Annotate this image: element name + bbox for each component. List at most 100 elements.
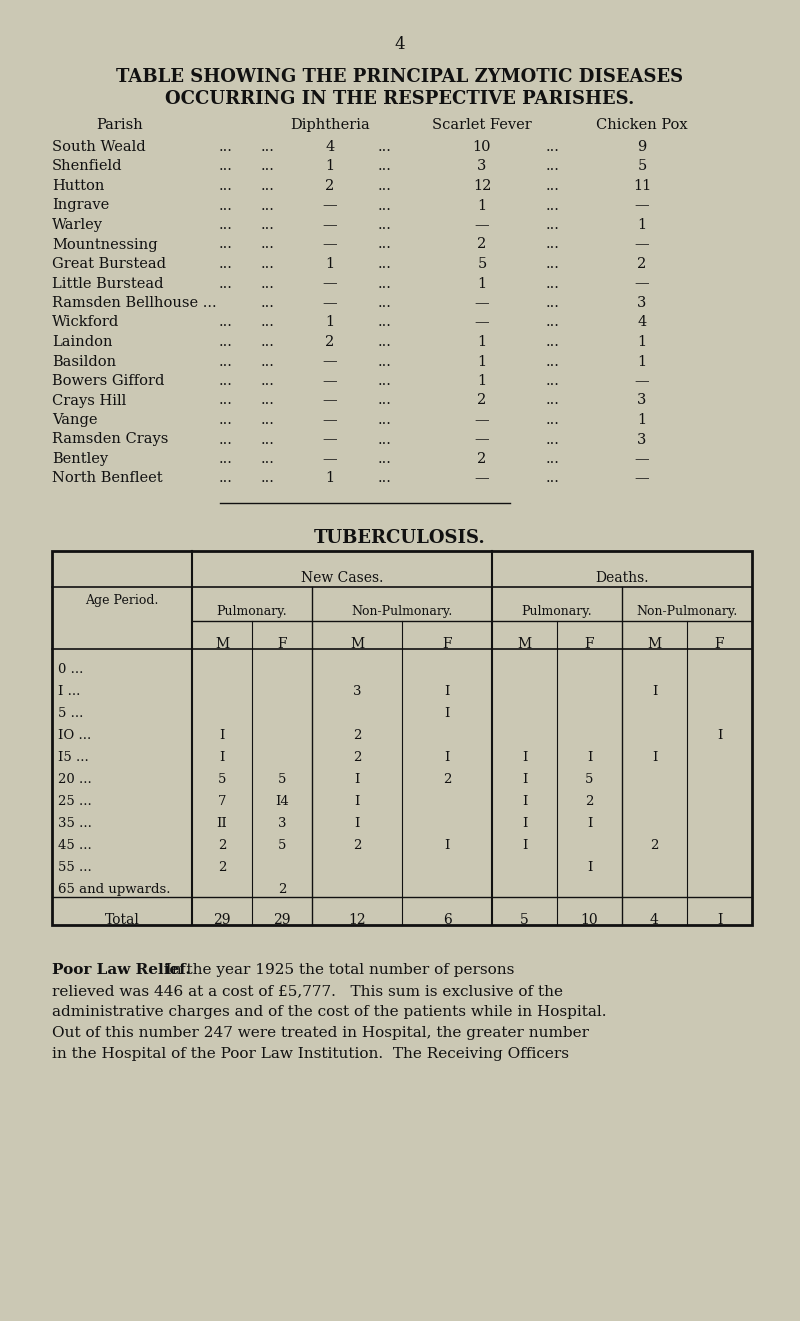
Text: Pulmonary.: Pulmonary.	[522, 605, 592, 618]
Text: I4: I4	[275, 795, 289, 808]
Text: I: I	[354, 816, 360, 830]
Text: 3: 3	[353, 686, 362, 697]
Text: 29: 29	[214, 913, 230, 927]
Text: In the year 1925 the total number of persons: In the year 1925 the total number of per…	[156, 963, 514, 978]
Text: ...: ...	[219, 160, 233, 173]
Text: ...: ...	[378, 432, 392, 446]
Text: 6: 6	[442, 913, 451, 927]
Text: ...: ...	[219, 180, 233, 193]
Text: ...: ...	[546, 336, 560, 349]
Text: ...: ...	[261, 336, 275, 349]
Text: Warley: Warley	[52, 218, 103, 232]
Text: —: —	[322, 432, 338, 446]
Text: 10: 10	[581, 913, 598, 927]
Text: ...: ...	[219, 452, 233, 466]
Text: ...: ...	[219, 432, 233, 446]
Text: —: —	[474, 218, 490, 232]
Text: —: —	[634, 276, 650, 291]
Text: 5: 5	[278, 839, 286, 852]
Text: ...: ...	[261, 276, 275, 291]
Text: ...: ...	[219, 140, 233, 155]
Text: ...: ...	[546, 452, 560, 466]
Text: ...: ...	[378, 472, 392, 486]
Text: relieved was 446 at a cost of £5,777.   This sum is exclusive of the: relieved was 446 at a cost of £5,777. Th…	[52, 984, 563, 997]
Text: in the Hospital of the Poor Law Institution.  The Receiving Officers: in the Hospital of the Poor Law Institut…	[52, 1048, 569, 1061]
Text: I: I	[522, 773, 527, 786]
Text: ...: ...	[261, 258, 275, 271]
Text: ...: ...	[378, 394, 392, 407]
Text: F: F	[714, 637, 724, 651]
Text: Non-Pulmonary.: Non-Pulmonary.	[636, 605, 738, 618]
Text: 65 and upwards.: 65 and upwards.	[58, 882, 170, 896]
Text: ...: ...	[219, 198, 233, 213]
Text: —: —	[322, 394, 338, 407]
Text: I: I	[522, 839, 527, 852]
Text: 4: 4	[650, 913, 659, 927]
Text: Chicken Pox: Chicken Pox	[596, 118, 688, 132]
Text: 2: 2	[218, 861, 226, 875]
Text: —: —	[474, 472, 490, 486]
Text: —: —	[322, 374, 338, 388]
Text: ...: ...	[546, 238, 560, 251]
Text: ...: ...	[378, 336, 392, 349]
Text: Shenfield: Shenfield	[52, 160, 122, 173]
Text: I: I	[444, 752, 450, 764]
Text: ...: ...	[219, 276, 233, 291]
Text: Parish: Parish	[97, 118, 143, 132]
Text: 4: 4	[394, 36, 406, 53]
Text: M: M	[215, 637, 229, 651]
Text: ...: ...	[219, 472, 233, 486]
Text: ...: ...	[261, 432, 275, 446]
Text: Hutton: Hutton	[52, 180, 104, 193]
Text: ...: ...	[378, 374, 392, 388]
Bar	[52, 551, 752, 925]
Text: Diphtheria: Diphtheria	[290, 118, 370, 132]
Text: ...: ...	[378, 140, 392, 155]
Text: 7: 7	[218, 795, 226, 808]
Text: 1: 1	[326, 316, 334, 329]
Text: New Cases.: New Cases.	[301, 571, 383, 585]
Text: 1: 1	[638, 354, 646, 369]
Text: administrative charges and of the cost of the patients while in Hospital.: administrative charges and of the cost o…	[52, 1005, 606, 1018]
Text: Little Burstead: Little Burstead	[52, 276, 163, 291]
Text: F: F	[442, 637, 452, 651]
Text: M: M	[518, 637, 531, 651]
Text: Pulmonary.: Pulmonary.	[217, 605, 287, 618]
Text: Ingrave: Ingrave	[52, 198, 110, 213]
Text: ...: ...	[546, 218, 560, 232]
Text: ...: ...	[261, 394, 275, 407]
Text: Basildon: Basildon	[52, 354, 116, 369]
Text: 35 ...: 35 ...	[58, 816, 92, 830]
Text: ...: ...	[546, 394, 560, 407]
Text: ...: ...	[378, 276, 392, 291]
Text: 1: 1	[638, 413, 646, 427]
Text: I: I	[219, 729, 225, 742]
Text: ...: ...	[378, 198, 392, 213]
Text: ...: ...	[219, 374, 233, 388]
Text: 1: 1	[638, 336, 646, 349]
Text: 10: 10	[473, 140, 491, 155]
Text: Mountnessing: Mountnessing	[52, 238, 158, 251]
Text: I: I	[444, 839, 450, 852]
Text: ...: ...	[546, 432, 560, 446]
Text: ...: ...	[219, 413, 233, 427]
Text: 0 ...: 0 ...	[58, 663, 83, 676]
Text: —: —	[634, 238, 650, 251]
Text: ...: ...	[219, 218, 233, 232]
Text: ...: ...	[378, 258, 392, 271]
Text: —: —	[634, 374, 650, 388]
Text: Great Burstead: Great Burstead	[52, 258, 166, 271]
Text: ...: ...	[546, 140, 560, 155]
Text: ...: ...	[378, 413, 392, 427]
Text: Non-Pulmonary.: Non-Pulmonary.	[351, 605, 453, 618]
Text: Ramsden Bellhouse ...: Ramsden Bellhouse ...	[52, 296, 217, 310]
Text: Crays Hill: Crays Hill	[52, 394, 126, 407]
Text: I: I	[354, 795, 360, 808]
Text: —: —	[322, 276, 338, 291]
Text: ...: ...	[546, 354, 560, 369]
Text: —: —	[322, 452, 338, 466]
Text: 2: 2	[478, 452, 486, 466]
Text: —: —	[634, 198, 650, 213]
Text: —: —	[634, 452, 650, 466]
Text: 3: 3	[278, 816, 286, 830]
